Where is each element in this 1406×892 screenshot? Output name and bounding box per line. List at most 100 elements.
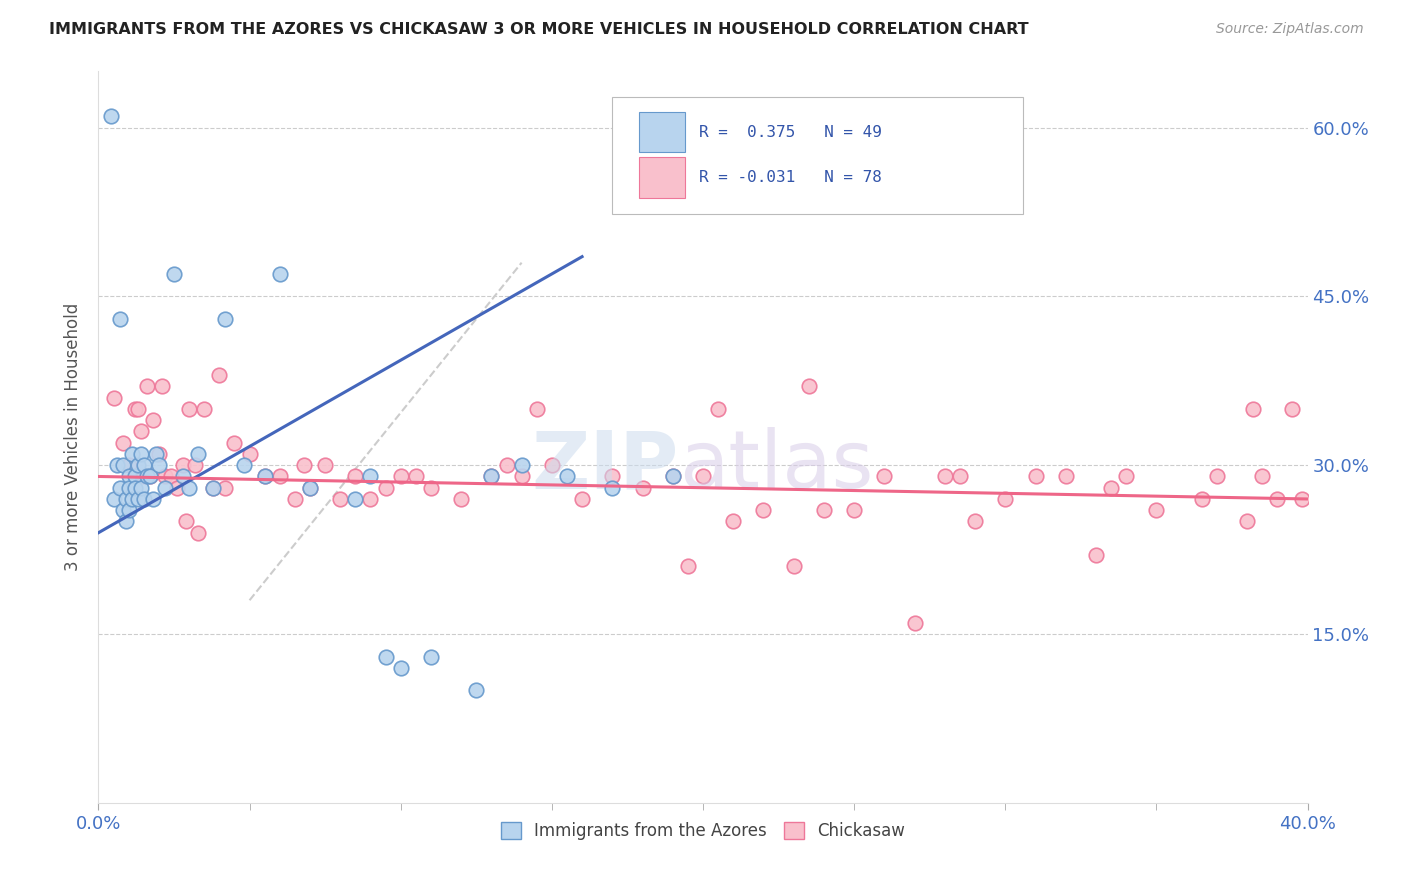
Point [1251,469,1274,483]
Point [224,435,246,450]
Point [166,481,188,495]
Point [172,458,194,473]
Point [602,481,624,495]
Point [145,447,167,461]
Point [105,458,128,473]
Point [239,447,262,461]
Point [187,447,209,461]
Point [329,491,352,506]
Point [148,447,170,461]
Point [692,469,714,483]
Point [172,469,194,483]
Point [389,469,412,483]
Point [163,267,186,281]
Point [135,379,157,393]
Text: atlas: atlas [679,427,873,506]
Point [374,649,396,664]
Point [495,458,517,473]
Point [111,435,134,450]
Point [1099,481,1122,495]
Point [150,379,173,393]
Point [114,491,136,506]
Point [1115,469,1137,483]
Point [555,469,578,483]
Point [103,391,125,405]
Point [129,481,152,495]
Y-axis label: 3 or more Vehicles in Household: 3 or more Vehicles in Household [65,303,83,571]
Point [904,615,927,630]
Point [994,491,1017,506]
Point [934,469,956,483]
Point [139,469,162,483]
Point [1291,491,1313,506]
Point [707,401,730,416]
Point [202,481,225,495]
Point [121,447,143,461]
Point [184,458,207,473]
Point [253,469,276,483]
Point [783,559,806,574]
Point [797,379,820,393]
Point [124,481,146,495]
Point [631,481,654,495]
Point [179,401,201,416]
Point [844,503,866,517]
Point [1236,515,1258,529]
Point [124,469,146,483]
Point [481,469,503,483]
Point [127,491,149,506]
Point [510,458,533,473]
Point [965,515,987,529]
Point [142,491,165,506]
Point [510,469,533,483]
FancyBboxPatch shape [613,97,1024,214]
Point [1206,469,1229,483]
FancyBboxPatch shape [638,112,685,153]
Point [1241,401,1264,416]
Point [124,401,146,416]
Text: ZIP: ZIP [531,427,679,506]
Point [344,469,367,483]
Text: Source: ZipAtlas.com: Source: ZipAtlas.com [1216,22,1364,37]
Point [111,503,134,517]
Point [139,469,162,483]
Point [129,447,152,461]
Point [153,481,176,495]
Point [174,515,197,529]
Point [118,469,141,483]
Point [752,503,775,517]
Point [481,469,503,483]
Point [873,469,896,483]
Point [450,491,472,506]
Point [132,458,155,473]
Point [214,312,236,326]
Point [135,469,157,483]
Point [269,469,291,483]
Point [661,469,683,483]
Point [127,458,149,473]
Point [1267,491,1289,506]
Point [602,469,624,483]
Point [100,109,122,123]
Point [299,481,322,495]
Point [129,425,152,439]
Point [374,481,396,495]
Point [292,458,315,473]
Point [142,413,165,427]
Point [103,491,125,506]
Point [1191,491,1213,506]
Point [1054,469,1077,483]
Point [253,469,276,483]
Legend: Immigrants from the Azores, Chickasaw: Immigrants from the Azores, Chickasaw [495,815,911,847]
Point [202,481,225,495]
Point [114,515,136,529]
Point [540,458,562,473]
Point [949,469,972,483]
Point [132,491,155,506]
Point [118,481,141,495]
Text: R =  0.375   N = 49: R = 0.375 N = 49 [699,125,882,139]
Point [299,481,322,495]
Point [111,458,134,473]
Point [1085,548,1108,562]
Point [389,661,412,675]
